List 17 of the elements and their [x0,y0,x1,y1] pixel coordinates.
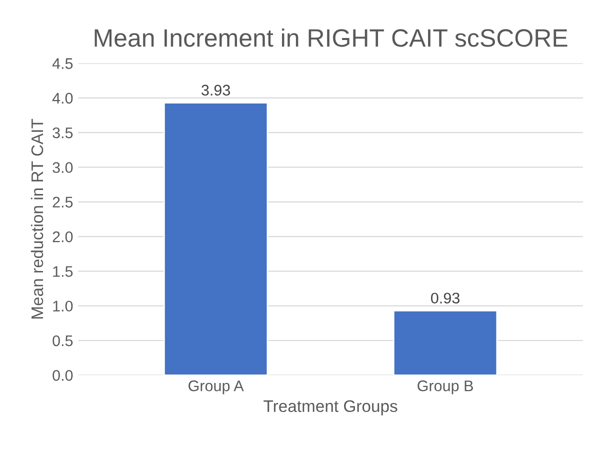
x-tick-label: Group A [188,380,244,394]
y-tick-label: 0.0 [52,370,73,381]
data-label: 3.93 [202,84,230,96]
x-axis-title: Treatment Groups [264,400,398,416]
chart-title: Mean Increment in RIGHT CAIT scSCORE [94,28,568,47]
data-label: 0.93 [431,292,460,304]
y-axis-title: Mean reduction in RT CAIT [30,118,44,319]
y-tick-label: 4.0 [52,92,73,104]
x-tick-label: Group B [418,380,473,394]
y-tick-label: 1.5 [53,266,73,277]
y-tick-label: 4.5 [52,58,73,69]
y-tick-label: 2.5 [52,196,73,208]
y-tick-label: 3.0 [52,162,73,173]
y-tick-label: 0.5 [52,335,73,346]
y-tick-label: 2.0 [52,231,73,242]
y-tick-label: 3.5 [52,127,73,138]
y-tick-label: 1.0 [53,300,73,312]
